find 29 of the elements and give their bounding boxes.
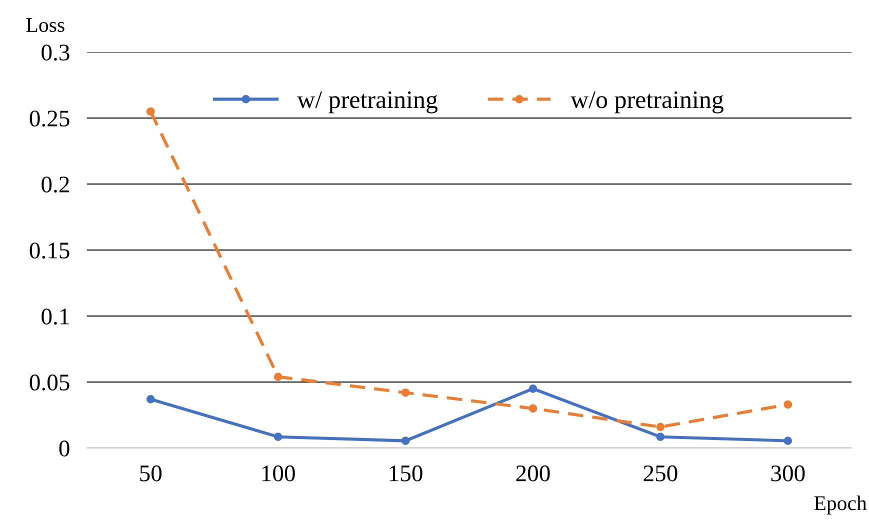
point — [784, 436, 792, 445]
x-tick-label: 100 — [262, 465, 295, 482]
x-tick-label: 300 — [771, 465, 805, 482]
point — [274, 372, 282, 381]
y-tick-label: 0 — [59, 440, 70, 456]
point — [274, 432, 282, 442]
y-tick-label: 0.2 — [42, 176, 69, 193]
x-tick-label: 200 — [516, 465, 550, 482]
point — [528, 404, 538, 413]
legend-label: w/o pretraining — [570, 91, 724, 114]
point — [656, 432, 665, 442]
y-tick-label: 0.1 — [42, 308, 69, 325]
x-tick-label: 50 — [140, 465, 162, 482]
point — [784, 400, 792, 409]
x-tick-label: 250 — [644, 465, 678, 482]
x-tick-label: 150 — [390, 465, 422, 482]
point — [528, 384, 538, 393]
y-tick-label: 0.25 — [30, 110, 70, 127]
point — [401, 436, 410, 445]
y-tick-label: 0.15 — [30, 242, 70, 259]
point — [401, 388, 410, 397]
point — [656, 422, 665, 432]
legend-label: w/ pretraining — [297, 91, 438, 114]
point — [146, 395, 155, 404]
y-tick-label: 0.05 — [30, 374, 70, 391]
y-tick-label: 0.3 — [42, 44, 70, 61]
y-axis-title: Loss — [26, 18, 64, 32]
x-axis-title: Epoch — [814, 496, 867, 514]
point — [146, 107, 155, 116]
